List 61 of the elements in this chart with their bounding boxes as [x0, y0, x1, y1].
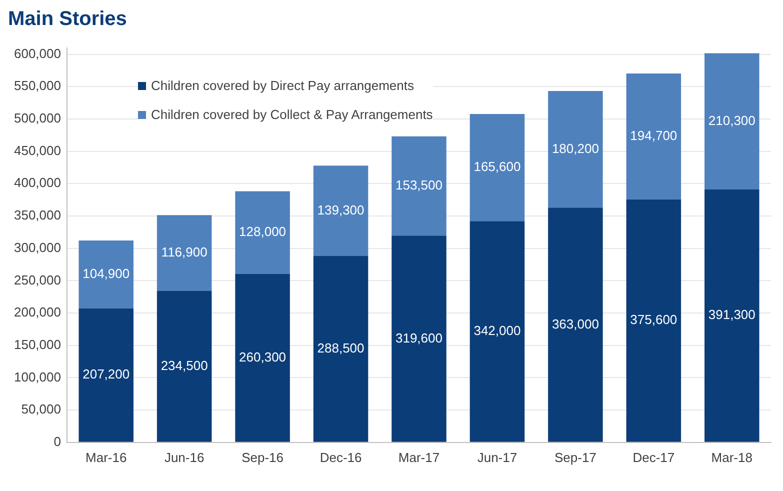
data-label: 165,600 [474, 159, 521, 174]
y-tick-label: 550,000 [14, 78, 61, 94]
y-tick-label: 100,000 [14, 369, 61, 384]
data-label: 375,600 [630, 312, 678, 328]
x-tick-label: Jun-17 [477, 450, 518, 465]
x-tick-label: Dec-17 [632, 450, 675, 465]
x-tick-label: Dec-16 [320, 450, 362, 465]
data-label: 207,200 [82, 366, 130, 382]
bar [626, 199, 682, 442]
y-tick-label: 350,000 [14, 208, 61, 223]
bar [626, 73, 682, 200]
bar [548, 208, 603, 442]
bar [78, 308, 134, 442]
data-label: 210,300 [708, 112, 756, 128]
x-tick-label: Jun-16 [164, 450, 204, 465]
bar [392, 236, 446, 442]
y-tick-label: 200,000 [14, 304, 61, 320]
bar [235, 274, 290, 442]
data-label: 234,500 [160, 358, 208, 373]
legend-label: Children covered by Direct Pay arrangements [151, 78, 414, 93]
data-label: 194,700 [630, 128, 678, 144]
y-tick-label: 0 [54, 434, 61, 449]
bar [235, 191, 290, 274]
data-label: 104,900 [82, 266, 130, 282]
data-label: 128,000 [239, 224, 286, 240]
bar [704, 53, 760, 190]
chart-title: Main Stories [8, 8, 128, 32]
bar [470, 221, 525, 442]
y-tick-label: 300,000 [14, 240, 61, 255]
x-tick-label: Mar-16 [86, 450, 127, 465]
x-tick-label: Sep-16 [242, 450, 284, 465]
legend-label: Children covered by Collect & Pay Arrangements [151, 107, 433, 122]
data-label: 288,500 [317, 340, 364, 356]
data-label: 319,600 [395, 330, 442, 346]
data-label: 260,300 [239, 350, 286, 365]
x-tick-label: Sep-17 [554, 450, 596, 465]
data-label: 342,000 [474, 323, 521, 338]
data-label: 116,900 [161, 244, 208, 260]
x-tick-label: Mar-18 [711, 450, 752, 465]
x-tick-label: Mar-17 [398, 450, 440, 465]
data-label: 180,200 [552, 140, 599, 156]
data-label: 363,000 [552, 316, 599, 332]
bar [470, 114, 525, 222]
bar [313, 166, 368, 256]
data-label: 153,500 [395, 178, 442, 193]
bar [392, 136, 446, 236]
bar [313, 256, 368, 442]
y-tick-label: 500,000 [14, 110, 61, 126]
y-tick-label: 600,000 [14, 46, 61, 61]
data-label: 139,300 [317, 202, 364, 218]
y-tick-label: 250,000 [14, 272, 61, 288]
y-tick-label: 50,000 [21, 402, 61, 417]
y-tick-label: 150,000 [14, 336, 61, 352]
bar [156, 215, 212, 291]
bar [156, 290, 212, 442]
data-label: 391,300 [708, 307, 756, 322]
bar [704, 189, 760, 442]
bar [548, 91, 603, 208]
y-tick-label: 400,000 [14, 175, 61, 190]
bar [78, 240, 134, 308]
y-tick-label: 450,000 [14, 142, 61, 158]
